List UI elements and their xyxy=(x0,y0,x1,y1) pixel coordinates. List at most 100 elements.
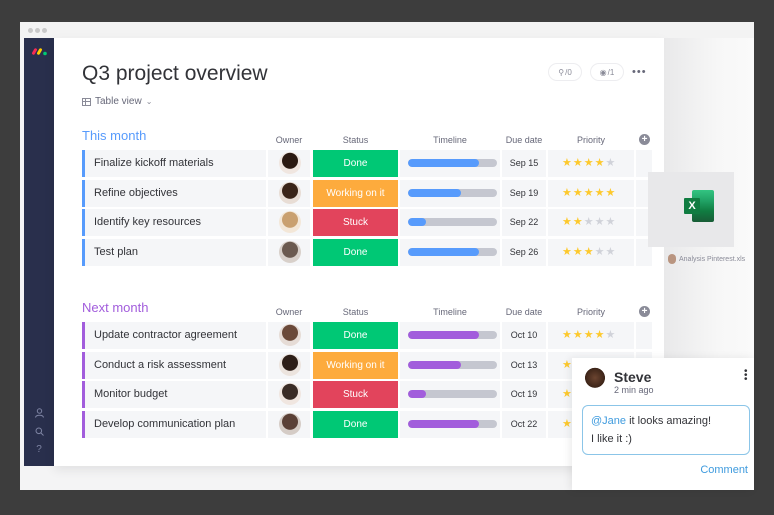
window-dot-minimize[interactable] xyxy=(35,28,40,33)
timeline-cell[interactable] xyxy=(400,150,500,177)
star-icon[interactable]: ★ xyxy=(562,245,573,258)
star-icon[interactable]: ★ xyxy=(572,157,584,169)
item-name-cell[interactable]: Develop communication plan xyxy=(82,410,266,438)
item-name-cell[interactable]: Test plan xyxy=(82,238,266,266)
status-cell[interactable]: Stuck xyxy=(313,381,398,408)
item-name-cell[interactable]: Monitor budget xyxy=(82,381,266,408)
owner-cell[interactable] xyxy=(268,410,310,438)
mention-link[interactable]: @Jane xyxy=(591,415,627,427)
star-icon[interactable]: ★ xyxy=(583,245,595,258)
owner-cell[interactable] xyxy=(268,322,310,349)
star-icon[interactable]: ★ xyxy=(594,245,606,258)
star-icon[interactable]: ★ xyxy=(594,157,606,169)
attachment-label[interactable]: Analysis Pinterest.xls xyxy=(668,254,745,264)
viewers-button[interactable]: ◉ /1 xyxy=(590,63,624,81)
more-options-button[interactable]: ••• xyxy=(632,66,647,78)
due-date-cell[interactable]: Oct 22 xyxy=(502,410,546,438)
comment-input[interactable]: @Jane it looks amazing! I like it :) xyxy=(582,405,750,455)
owner-cell[interactable] xyxy=(268,209,310,236)
star-icon[interactable]: ★ xyxy=(562,417,573,430)
status-cell[interactable]: Done xyxy=(313,238,398,266)
table-row[interactable]: Develop communication plan Done Oct 22 ★… xyxy=(82,410,652,438)
timeline-cell[interactable] xyxy=(400,351,500,379)
star-icon[interactable]: ★ xyxy=(583,157,595,169)
window-dot-maximize[interactable] xyxy=(42,28,47,33)
due-date-cell[interactable]: Sep 26 xyxy=(502,238,546,266)
monday-logo-icon[interactable] xyxy=(32,46,48,56)
due-date-cell[interactable]: Sep 19 xyxy=(502,179,546,207)
add-column-button[interactable]: + xyxy=(639,134,650,145)
group-title-next-month[interactable]: Next month xyxy=(82,300,149,315)
star-icon[interactable]: ★ xyxy=(562,157,573,169)
owner-cell[interactable] xyxy=(268,351,310,379)
table-row[interactable]: Conduct a risk assessment Working on it … xyxy=(82,351,652,379)
due-date-cell[interactable]: Oct 19 xyxy=(502,381,546,408)
priority-rating[interactable]: ★★★★★ xyxy=(548,209,634,236)
star-icon[interactable]: ★ xyxy=(562,358,573,371)
timeline-cell[interactable] xyxy=(400,179,500,207)
priority-rating[interactable]: ★★★★★ xyxy=(548,238,634,266)
search-icon[interactable] xyxy=(24,427,54,439)
attachment-preview[interactable]: X xyxy=(648,172,734,247)
column-header-status[interactable]: Status xyxy=(342,135,369,145)
owner-cell[interactable] xyxy=(268,381,310,408)
star-icon[interactable]: ★ xyxy=(562,388,573,400)
item-name-cell[interactable]: Finalize kickoff materials xyxy=(82,150,266,177)
star-icon[interactable]: ★ xyxy=(594,216,606,228)
item-name-cell[interactable]: Refine objectives xyxy=(82,179,266,207)
column-header-status[interactable]: Status xyxy=(342,307,369,317)
column-header-priority[interactable]: Priority xyxy=(576,135,605,145)
timeline-cell[interactable] xyxy=(400,238,500,266)
due-date-cell[interactable]: Sep 22 xyxy=(502,209,546,236)
star-icon[interactable]: ★ xyxy=(583,329,595,341)
column-header-due-date[interactable]: Due date xyxy=(505,135,543,145)
owner-cell[interactable] xyxy=(268,238,310,266)
table-row[interactable]: Test plan Done Sep 26 ★★★★★ xyxy=(82,238,652,266)
status-cell[interactable]: Done xyxy=(313,410,398,438)
owner-cell[interactable] xyxy=(268,179,310,207)
help-icon[interactable]: ? xyxy=(36,444,42,455)
activity-button[interactable]: ⚲ /0 xyxy=(548,63,582,81)
item-name-cell[interactable]: Conduct a risk assessment xyxy=(82,351,266,379)
priority-rating[interactable]: ★★★★★ xyxy=(548,150,634,177)
column-header-timeline[interactable]: Timeline xyxy=(433,307,467,317)
star-icon[interactable]: ★ xyxy=(562,216,573,228)
owner-cell[interactable] xyxy=(268,150,310,177)
table-row[interactable]: Update contractor agreement Done Oct 10 … xyxy=(82,322,652,349)
item-name-cell[interactable]: Identify key resources xyxy=(82,209,266,236)
star-icon[interactable]: ★ xyxy=(583,186,595,199)
star-icon[interactable]: ★ xyxy=(594,329,606,341)
star-icon[interactable]: ★ xyxy=(605,186,617,199)
kebab-menu-icon[interactable]: • • • xyxy=(744,366,748,385)
column-header-due-date[interactable]: Due date xyxy=(505,307,543,317)
due-date-cell[interactable]: Sep 15 xyxy=(502,150,546,177)
group-title-this-month[interactable]: This month xyxy=(82,128,147,143)
status-cell[interactable]: Done xyxy=(313,322,398,349)
item-name-cell[interactable]: Update contractor agreement xyxy=(82,322,266,349)
star-icon[interactable]: ★ xyxy=(572,216,584,228)
star-icon[interactable]: ★ xyxy=(583,216,595,228)
view-switcher[interactable]: Table view ⌄ xyxy=(82,96,152,107)
column-header-owner[interactable]: Owner xyxy=(275,135,303,145)
add-column-button[interactable]: + xyxy=(639,306,650,317)
status-cell[interactable]: Working on it xyxy=(313,179,398,207)
table-row[interactable]: Refine objectives Working on it Sep 19 ★… xyxy=(82,179,652,207)
star-icon[interactable]: ★ xyxy=(605,157,617,169)
column-header-priority[interactable]: Priority xyxy=(576,307,605,317)
star-icon[interactable]: ★ xyxy=(562,186,573,199)
timeline-cell[interactable] xyxy=(400,410,500,438)
status-cell[interactable]: Stuck xyxy=(313,209,398,236)
status-cell[interactable]: Done xyxy=(313,150,398,177)
status-cell[interactable]: Working on it xyxy=(313,351,398,379)
table-row[interactable]: Identify key resources Stuck Sep 22 ★★★★… xyxy=(82,209,652,236)
column-header-owner[interactable]: Owner xyxy=(275,307,303,317)
table-row[interactable]: Finalize kickoff materials Done Sep 15 ★… xyxy=(82,150,652,177)
window-dot-close[interactable] xyxy=(28,28,33,33)
due-date-cell[interactable]: Oct 10 xyxy=(502,322,546,349)
priority-rating[interactable]: ★★★★★ xyxy=(548,322,634,349)
timeline-cell[interactable] xyxy=(400,381,500,408)
due-date-cell[interactable]: Oct 13 xyxy=(502,351,546,379)
star-icon[interactable]: ★ xyxy=(594,186,606,199)
table-row[interactable]: Monitor budget Stuck Oct 19 ★★★★★ xyxy=(82,381,652,408)
priority-rating[interactable]: ★★★★★ xyxy=(548,179,634,207)
